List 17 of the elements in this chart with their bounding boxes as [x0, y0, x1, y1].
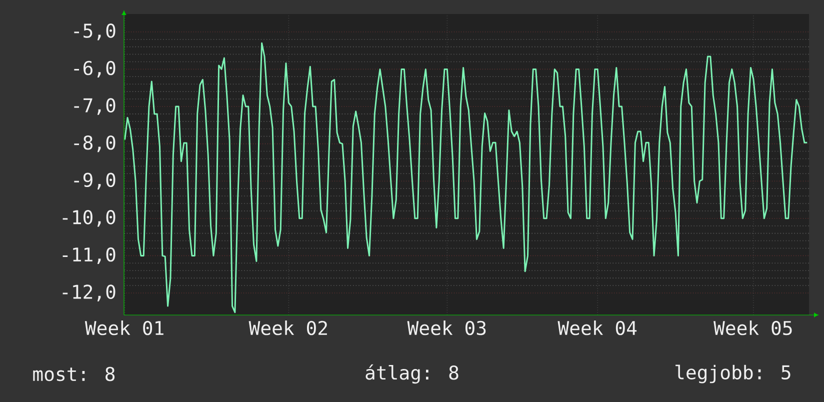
y-tick-label: -10,0: [62, 210, 116, 227]
text: átlag: 8: [366, 364, 458, 384]
y-tick-label: -5,0: [74, 24, 116, 40]
y-tick-label: -9,0: [74, 172, 116, 190]
x-tick-label: Week 02: [248, 320, 327, 336]
y-tick-label: -7,0: [74, 98, 116, 115]
x-tick-label: Week 01: [84, 320, 164, 336]
y-tick-label: -11,0: [62, 247, 116, 264]
x-tick-label: Week 04: [558, 320, 637, 336]
y-tick-label: -12,0: [62, 284, 116, 302]
y-tick-label: -8,0: [74, 135, 116, 152]
text: most: 8: [33, 366, 115, 382]
x-tick-label: Week 03: [407, 320, 486, 336]
x-tick-label: Week 05: [714, 320, 792, 336]
line-series: [124, 42, 808, 314]
text: legjobb: 5: [676, 364, 790, 384]
y-tick-label: -6,0: [74, 60, 116, 78]
